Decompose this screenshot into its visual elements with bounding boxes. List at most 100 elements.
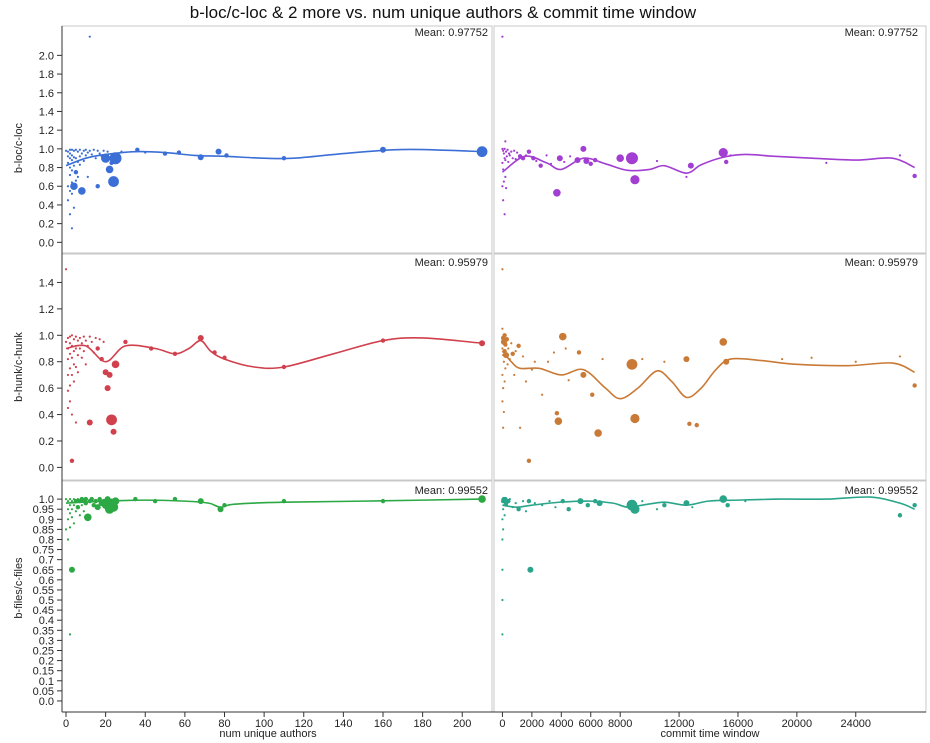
data-point-r3-left	[66, 518, 70, 521]
data-point-r2-right	[663, 360, 666, 363]
data-point-r1-right	[545, 154, 548, 157]
data-point-r2-left	[82, 335, 85, 338]
data-point-r1-left	[84, 154, 87, 157]
data-point-r2-right	[510, 351, 515, 356]
data-point-r3-right	[554, 506, 557, 509]
data-point-r1-left	[66, 199, 70, 202]
data-point-r3-right	[503, 514, 506, 517]
data-point-r2-left	[70, 413, 74, 416]
data-point-r1-right	[510, 150, 513, 153]
data-point-r2-left	[123, 339, 128, 345]
smoother-line-r3-left	[65, 498, 483, 508]
mean-label-row2-right: Mean: 0.95979	[845, 257, 918, 269]
data-point-r1-left	[74, 179, 78, 182]
data-point-r1-left	[101, 153, 111, 163]
data-point-r2-left	[72, 338, 76, 341]
data-point-r1-right	[718, 147, 728, 158]
data-point-r3-right	[533, 502, 536, 505]
data-point-r1-right	[912, 173, 917, 179]
data-point-r3-left	[68, 504, 72, 507]
data-point-r2-right	[507, 347, 510, 350]
data-point-r1-right	[502, 168, 505, 171]
y-tick-label: 0.45	[33, 605, 54, 617]
data-point-r2-left	[76, 339, 79, 342]
data-point-r1-left	[78, 148, 81, 151]
data-point-r2-left	[80, 342, 83, 345]
data-point-r1-right	[504, 175, 507, 178]
y-tick-label: 0.85	[33, 524, 54, 536]
data-point-r2-right	[719, 338, 728, 346]
data-point-r1-left	[109, 152, 122, 165]
data-point-r3-right	[501, 633, 504, 636]
data-point-r2-right	[502, 360, 505, 363]
data-point-r3-left	[68, 498, 72, 501]
data-point-r1-left	[68, 189, 72, 193]
data-point-r1-right	[502, 199, 505, 202]
data-point-r3-right	[912, 502, 917, 508]
data-point-r3-left	[89, 496, 94, 502]
data-point-r2-right	[590, 392, 595, 397]
data-point-r1-right	[535, 159, 538, 163]
y-tick-label: 0.2	[39, 219, 54, 231]
data-point-r1-left	[68, 148, 72, 151]
y-tick-label: 0.4	[39, 615, 54, 627]
data-point-r1-right	[580, 145, 587, 152]
data-point-r1-left	[72, 164, 76, 167]
data-point-r2-left	[68, 367, 72, 370]
data-point-r1-right	[501, 147, 504, 150]
data-point-r1-left	[64, 149, 68, 152]
data-point-r3-left	[94, 504, 101, 511]
data-point-r1-left	[70, 227, 74, 230]
data-point-r2-left	[94, 336, 97, 340]
data-point-r2-right	[502, 410, 505, 414]
data-point-r1-left	[78, 163, 81, 166]
y-axis-label-row2: b-hunk/c-hunk	[13, 332, 25, 402]
y-tick-label: 1.2	[39, 125, 54, 137]
data-point-r1-right	[898, 154, 902, 157]
data-point-r1-left	[72, 149, 76, 152]
data-point-r1-right	[723, 159, 729, 165]
x-tick-label: 0	[499, 718, 505, 730]
data-point-r1-right	[563, 160, 566, 164]
y-tick-label: 0.95	[33, 504, 54, 516]
x-tick-label: 2000	[520, 718, 544, 730]
data-point-r1-right	[501, 161, 504, 164]
data-point-r2-right	[502, 333, 507, 338]
data-point-r1-right	[508, 154, 511, 157]
x-tick-label: 40	[139, 718, 151, 730]
data-point-r1-right	[502, 152, 505, 155]
data-point-r1-left	[98, 152, 101, 155]
data-point-r1-left	[96, 149, 99, 152]
data-point-r1-right	[588, 161, 593, 167]
data-point-r2-right	[504, 367, 507, 370]
data-point-r2-right	[503, 380, 506, 383]
data-point-r2-left	[74, 421, 78, 424]
data-point-r2-right	[501, 373, 504, 377]
data-point-r1-right	[502, 180, 505, 183]
y-tick-label: 1.8	[39, 69, 54, 81]
data-point-r3-right	[514, 502, 517, 505]
data-point-r2-left	[70, 356, 74, 359]
data-point-r1-left	[78, 155, 81, 158]
data-point-r2-left	[66, 373, 70, 377]
y-axis-label-row3: b-files/c-files	[13, 557, 25, 619]
x-tick-label: 140	[334, 718, 352, 730]
data-point-r1-left	[68, 213, 72, 216]
data-point-r1-left	[90, 153, 93, 156]
data-point-r2-left	[72, 380, 76, 383]
panel-frame-r2-c2	[493, 253, 927, 481]
mean-label-row3-right: Mean: 0.99552	[845, 485, 918, 497]
panel-frame-r1-c2	[493, 25, 927, 254]
data-point-r3-right	[501, 518, 504, 521]
data-point-r2-right	[516, 343, 521, 349]
data-point-r1-right	[630, 175, 640, 185]
data-point-r2-left	[76, 354, 79, 357]
data-point-r3-right	[524, 510, 528, 513]
data-point-r2-left	[102, 340, 105, 344]
data-point-r2-right	[514, 350, 517, 353]
data-point-r3-left	[83, 513, 92, 522]
data-point-r1-left	[86, 175, 89, 178]
data-point-r2-left	[66, 389, 70, 392]
panel-frame-r3-c1	[61, 480, 493, 713]
data-point-r3-right	[725, 502, 730, 508]
